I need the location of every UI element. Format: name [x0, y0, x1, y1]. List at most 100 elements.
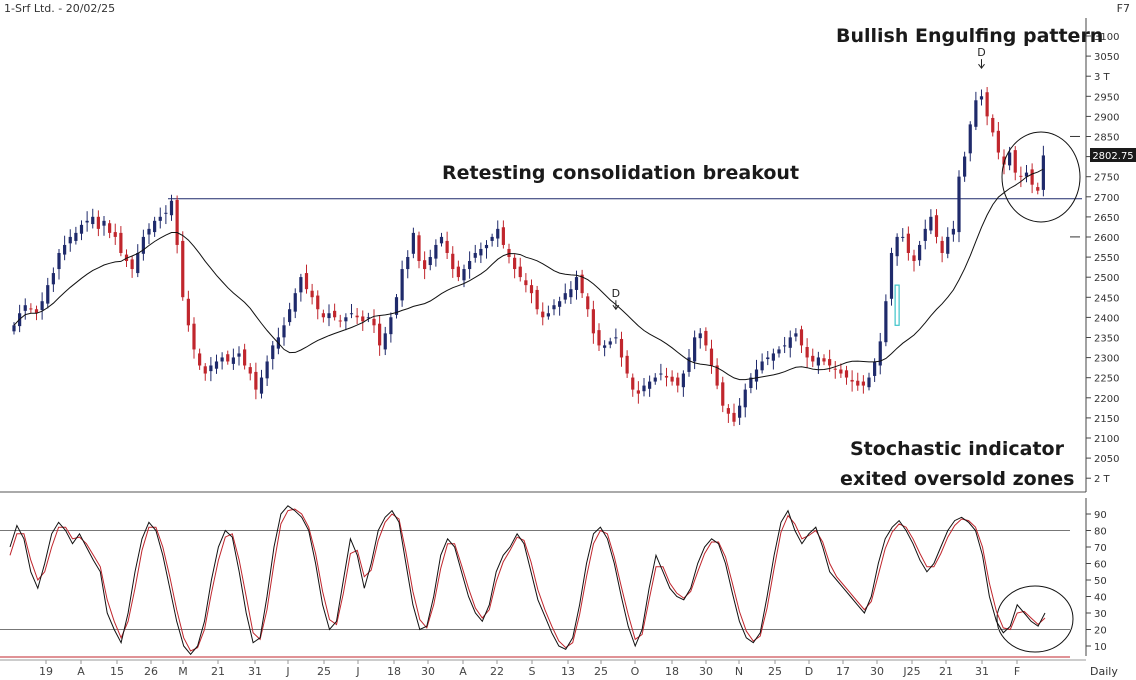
candle-body — [136, 252, 140, 274]
x-tick-label: J25 — [902, 665, 920, 678]
candle-body — [445, 240, 449, 253]
candle-body — [794, 333, 798, 337]
price-tick-label: 2750 — [1094, 173, 1119, 184]
x-tick-label: N — [735, 665, 743, 678]
price-tick-label: 2850 — [1094, 133, 1119, 144]
candle-body — [209, 365, 213, 372]
x-tick-label: 18 — [665, 665, 679, 678]
candle-body — [586, 296, 590, 310]
candle-body — [501, 227, 505, 245]
candle-body — [293, 293, 297, 312]
last-price-value: 2802.75 — [1092, 151, 1133, 162]
candle-body — [783, 345, 787, 347]
candle-body — [29, 308, 33, 310]
x-tick-label: 30 — [699, 665, 713, 678]
candle-body — [754, 369, 759, 382]
price-tick-label: 3100 — [1094, 32, 1119, 43]
candle-body — [378, 323, 382, 346]
candle-body — [777, 349, 781, 354]
candle-body — [816, 357, 820, 366]
price-tick-label: 2250 — [1094, 374, 1119, 385]
candle-body — [423, 260, 427, 270]
x-tick-label: 18 — [387, 665, 401, 678]
candle-body — [344, 317, 348, 322]
candle-body — [631, 377, 635, 390]
candle-body — [749, 377, 753, 388]
candle-body — [614, 337, 618, 339]
candle-body — [220, 357, 224, 362]
candle-body — [923, 228, 927, 241]
candle-body — [839, 369, 843, 374]
candle-body — [642, 385, 646, 392]
candle-body — [181, 240, 185, 298]
candle-body — [861, 381, 865, 386]
x-tick-label: 30 — [870, 665, 884, 678]
candle-body — [254, 371, 258, 390]
price-tick-label: 2700 — [1094, 193, 1119, 204]
price-tick-label: 3050 — [1094, 52, 1119, 63]
last-price-badge: 2802.75 — [1090, 148, 1136, 162]
x-tick-label: 13 — [561, 665, 575, 678]
candle-body — [366, 317, 370, 319]
candle-body — [310, 290, 314, 298]
candle-body — [68, 236, 72, 244]
candle-body — [1013, 150, 1017, 173]
candle-body — [411, 232, 415, 254]
candle-body — [243, 349, 247, 366]
price-tick-label: 2600 — [1094, 233, 1119, 244]
moving-average-line — [13, 168, 1044, 381]
candle-body — [518, 266, 522, 278]
x-tick-label: M — [178, 665, 188, 678]
x-tick-label: 31 — [248, 665, 262, 678]
annotation-stochastic-1: Stochastic indicator — [850, 438, 1065, 460]
candle-body — [428, 257, 432, 266]
price-tick-label: 2400 — [1094, 313, 1119, 324]
candle-body — [288, 309, 292, 323]
candle-body — [771, 353, 775, 361]
candle-body — [766, 357, 770, 360]
candle-body — [811, 355, 815, 362]
candle-body — [158, 216, 162, 221]
stoch-tick-label: 10 — [1094, 642, 1107, 653]
x-tick-label: A — [459, 665, 467, 678]
candle-body — [541, 311, 545, 318]
candle-body — [513, 257, 517, 270]
candle-body — [524, 280, 528, 286]
candle-body — [119, 232, 123, 253]
candle-body — [934, 215, 939, 237]
candle-body — [704, 330, 708, 346]
candle-body — [383, 333, 387, 350]
candle-body — [760, 361, 764, 371]
candle-body — [175, 199, 179, 245]
candle-body — [153, 220, 157, 233]
candle-body — [434, 244, 438, 259]
candle-body — [726, 408, 730, 414]
candle-body — [569, 289, 573, 298]
candle-body — [619, 338, 624, 358]
candle-body — [558, 301, 562, 307]
candle-body — [676, 377, 680, 386]
candle-body — [96, 216, 100, 229]
candle-body — [743, 389, 747, 408]
candle-body — [462, 269, 466, 281]
stoch-tick-label: 60 — [1094, 560, 1107, 571]
candle-body — [79, 224, 84, 234]
candle-body — [603, 345, 607, 348]
candle-body — [681, 373, 685, 388]
candle-body — [214, 361, 219, 369]
x-tick-label: D — [805, 665, 813, 678]
candle-body — [102, 220, 106, 226]
candle-body — [873, 361, 877, 376]
candle-body — [1024, 172, 1029, 177]
price-tick-label: 2450 — [1094, 293, 1119, 304]
candle-body — [833, 368, 837, 370]
candle-body — [321, 313, 325, 318]
highlight-circle-stochastic — [996, 585, 1074, 653]
candle-body — [203, 366, 207, 374]
candle-body — [664, 375, 669, 378]
candle-body — [169, 200, 174, 216]
x-tick-label: 25 — [594, 665, 608, 678]
candle-body — [895, 236, 899, 257]
candle-body — [738, 405, 742, 418]
candle-body — [51, 273, 55, 285]
